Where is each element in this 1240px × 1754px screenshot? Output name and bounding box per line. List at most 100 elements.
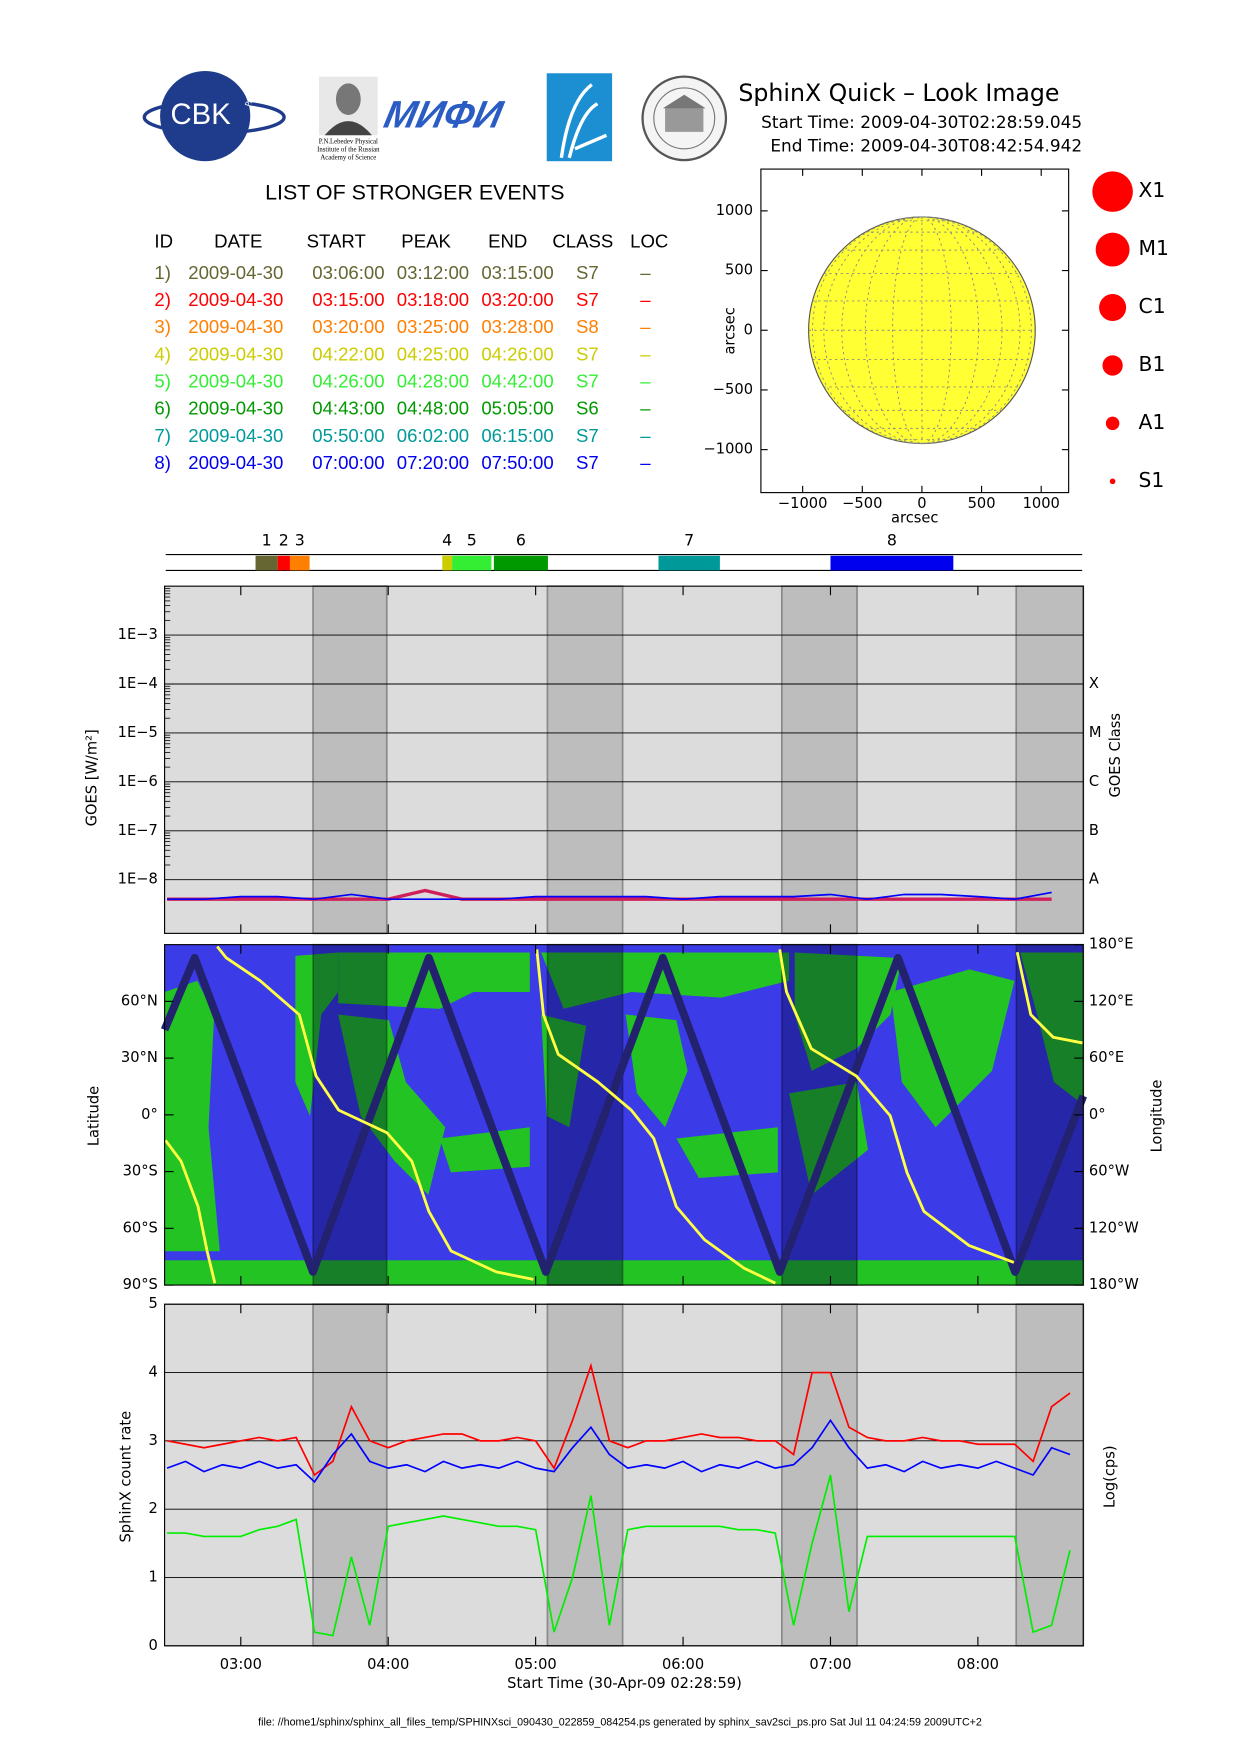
legend-marker <box>1092 171 1133 212</box>
map-background <box>164 944 1084 1286</box>
y-tick-label: 60°S <box>123 1219 158 1236</box>
plot-frame <box>164 1303 1084 1647</box>
event-label: 4 <box>442 531 452 550</box>
lebedev-caption: P.N.Lebedev Physical <box>319 139 378 146</box>
y-axis-title: GOES [W/m²] <box>83 729 100 826</box>
event-start: 03:06:00 <box>312 262 384 283</box>
goes-flux-line <box>167 891 1052 901</box>
event-loc: – <box>640 289 651 310</box>
event-id: 6) <box>154 398 171 419</box>
land-area <box>676 1127 778 1178</box>
y-tick-label: 0° <box>141 1106 158 1123</box>
legend-marker <box>1109 478 1116 485</box>
legend-label: M1 <box>1139 236 1169 260</box>
y2-axis-title: GOES Class <box>1107 713 1124 798</box>
seal-roof <box>662 94 706 109</box>
event-class: S7 <box>576 452 599 473</box>
legend-label: A1 <box>1139 410 1166 434</box>
start-time: Start Time: 2009-04-30T02:28:59.045 <box>761 112 1082 132</box>
y-tick-label: 1 <box>148 1568 157 1585</box>
x-tick-label: 05:00 <box>515 1656 557 1673</box>
land-area <box>541 1014 587 1128</box>
y-tick-label: 1E−7 <box>118 822 158 839</box>
event-start: 04:26:00 <box>312 370 384 391</box>
event-start: 03:15:00 <box>312 289 384 310</box>
event-bar <box>442 555 453 571</box>
event-date: 2009-04-30 <box>188 370 283 391</box>
legend-marker <box>1102 355 1123 376</box>
seal-building <box>665 107 704 132</box>
y2-tick-label: 180°W <box>1089 1276 1139 1293</box>
y-tick-label: 60°N <box>121 992 158 1009</box>
x-tick-label: 08:00 <box>957 1656 999 1673</box>
heliographic-grid <box>808 216 1036 445</box>
y2-tick-label: 60°E <box>1089 1049 1124 1066</box>
cfa-logo <box>546 73 613 162</box>
y2-tick-label: 180°E <box>1089 936 1134 953</box>
event-peak: 03:12:00 <box>397 262 469 283</box>
y-tick-label: 0 <box>148 1637 157 1654</box>
event-bar <box>255 555 278 571</box>
count-rate-line <box>166 1418 1071 1484</box>
event-class: S7 <box>576 262 599 283</box>
mifi-logo: МИФИ <box>380 94 507 137</box>
event-class: S7 <box>576 289 599 310</box>
event-date: 2009-04-30 <box>188 316 283 337</box>
event-end: 03:15:00 <box>481 262 553 283</box>
event-bar <box>658 555 720 571</box>
y-tick-label: −1000 <box>703 441 753 458</box>
land-area <box>164 980 220 1252</box>
y2-tick-label: 120°W <box>1089 1219 1139 1236</box>
plot-frame <box>164 585 1084 934</box>
event-class: S7 <box>576 425 599 446</box>
event-end: 04:26:00 <box>481 343 553 364</box>
event-class: S8 <box>576 316 599 337</box>
portrait-body <box>324 121 373 136</box>
y-axis-title: Latitude <box>86 1086 103 1146</box>
y-tick-label: 1E−6 <box>118 773 158 790</box>
event-peak: 04:25:00 <box>397 343 469 364</box>
event-date: 2009-04-30 <box>188 398 283 419</box>
event-bar <box>452 555 492 571</box>
y-tick-label: 3 <box>148 1432 157 1449</box>
event-label: 6 <box>516 531 526 550</box>
event-peak: 06:02:00 <box>397 425 469 446</box>
page-title: SphinX Quick – Look Image <box>738 79 1059 107</box>
event-start: 03:20:00 <box>312 316 384 337</box>
event-end: 04:42:00 <box>481 370 553 391</box>
event-end: 03:20:00 <box>481 289 553 310</box>
plot-frame <box>760 168 1070 494</box>
y-axis-title: SphinX count rate <box>117 1411 134 1543</box>
panel-bg <box>164 586 1084 934</box>
y2-tick-label: 0° <box>1089 1106 1106 1123</box>
footer: file: //home1/sphinx/sphinx_all_files_te… <box>258 1716 982 1728</box>
column-header: PEAK <box>401 230 451 251</box>
seal-inner <box>653 87 716 150</box>
event-loc: – <box>640 316 651 337</box>
event-label: 3 <box>295 531 305 550</box>
event-end: 06:15:00 <box>481 425 553 446</box>
x-tick-label: 1000 <box>1023 495 1060 512</box>
event-label: 7 <box>684 531 694 550</box>
y2-tick-label: 60°W <box>1089 1163 1129 1180</box>
event-label: 8 <box>887 531 897 550</box>
event-id: 1) <box>154 262 171 283</box>
y-tick-label: 1E−5 <box>118 724 158 741</box>
y-tick-label: 1000 <box>716 202 753 219</box>
y-tick-label: −500 <box>713 381 753 398</box>
eclipse-shade <box>1015 1303 1085 1647</box>
event-label: 5 <box>467 531 477 550</box>
lebedev-logo: P.N.Lebedev Physical Institute of the Ru… <box>317 76 380 161</box>
event-date: 2009-04-30 <box>188 425 283 446</box>
event-end: 05:05:00 <box>481 398 553 419</box>
end-time: End Time: 2009-04-30T08:42:54.942 <box>770 136 1082 156</box>
legend-label: X1 <box>1139 178 1166 202</box>
land <box>164 952 1084 1286</box>
y-tick-label: 1E−4 <box>118 675 158 692</box>
event-date: 2009-04-30 <box>188 262 283 283</box>
event-loc: – <box>640 262 651 283</box>
event-class: S7 <box>576 343 599 364</box>
events-title: LIST OF STRONGER EVENTS <box>265 181 564 205</box>
event-id: 4) <box>154 343 171 364</box>
